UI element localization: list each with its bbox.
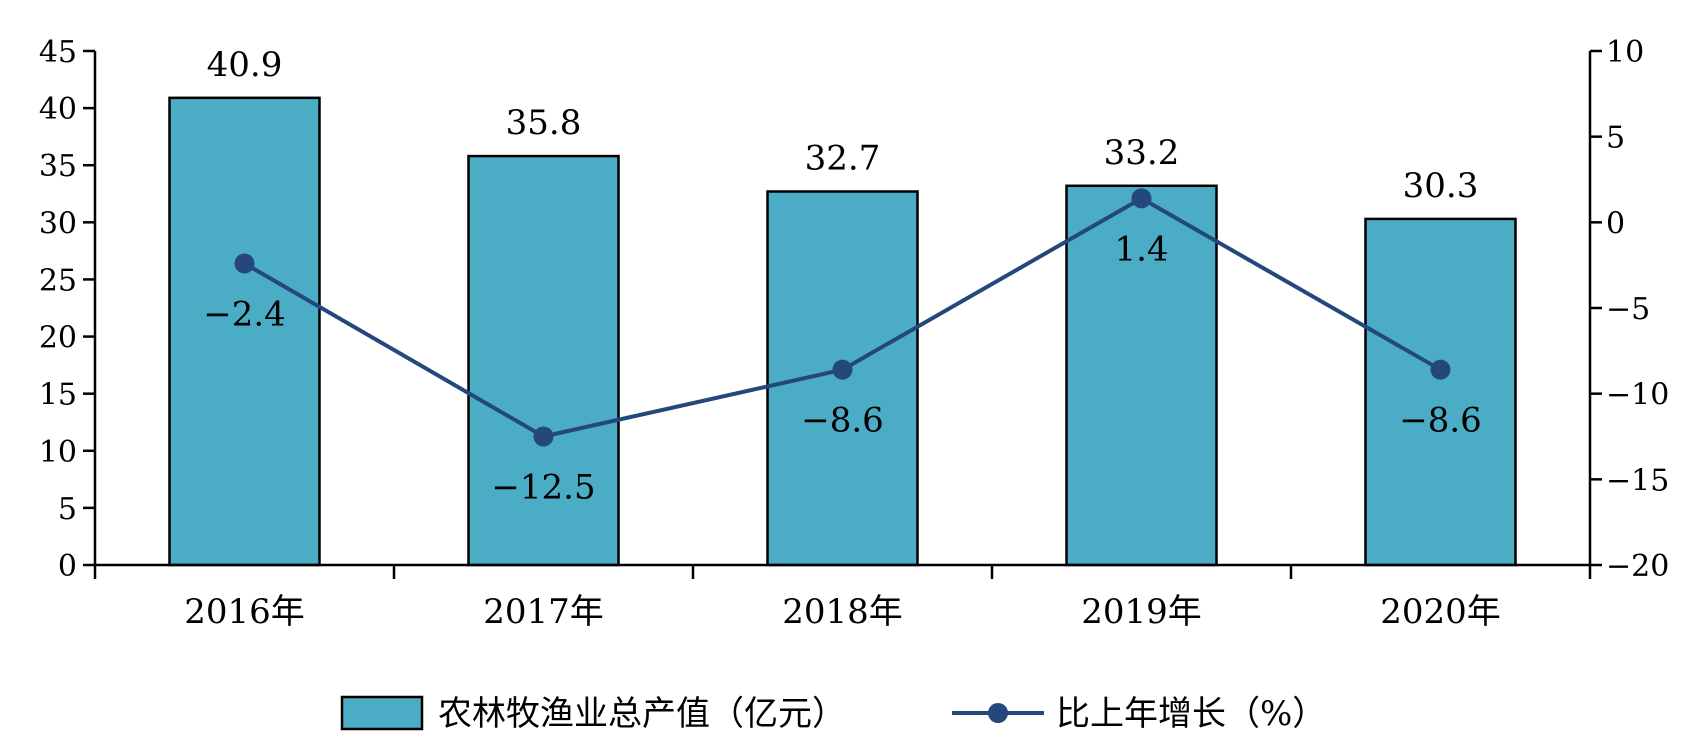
left-tick-label: 35 bbox=[39, 149, 77, 184]
legend-line-label: 比上年增长（%） bbox=[1056, 694, 1326, 734]
left-tick-label: 20 bbox=[39, 321, 77, 356]
right-tick-label: 10 bbox=[1606, 35, 1644, 70]
growth-point bbox=[533, 426, 554, 447]
x-category-label: 2019年 bbox=[1081, 592, 1202, 632]
growth-data-label: −12.5 bbox=[491, 468, 595, 508]
bar bbox=[168, 96, 321, 567]
growth-data-label: −8.6 bbox=[1399, 401, 1482, 441]
x-category-label: 2016年 bbox=[184, 592, 305, 632]
legend-bar-label: 农林牧渔业总产值（亿元） bbox=[438, 694, 846, 734]
left-tick-label: 30 bbox=[39, 206, 77, 241]
growth-data-label: 1.4 bbox=[1114, 229, 1168, 269]
bar-data-label: 33.2 bbox=[1104, 133, 1180, 173]
growth-point bbox=[1131, 188, 1152, 209]
left-tick-label: 5 bbox=[58, 492, 77, 527]
right-tick-label: −20 bbox=[1606, 549, 1669, 584]
left-y-axis: 0 5 10 15 20 25 30 35 40 45 bbox=[39, 35, 97, 584]
right-tick-label: 0 bbox=[1606, 206, 1625, 241]
right-tick-label: −10 bbox=[1606, 378, 1669, 413]
left-tick-label: 25 bbox=[39, 263, 77, 298]
bar-series: 40.9 35.8 32.7 33.2 30.3 bbox=[168, 45, 1517, 567]
growth-point bbox=[234, 253, 255, 274]
bar-data-label: 35.8 bbox=[506, 103, 582, 143]
legend-line-marker bbox=[988, 703, 1008, 723]
bar bbox=[467, 154, 620, 567]
x-category-label: 2020年 bbox=[1380, 592, 1501, 632]
left-tick-label: 10 bbox=[39, 435, 77, 470]
right-tick-label: −5 bbox=[1606, 292, 1650, 327]
growth-point bbox=[832, 359, 853, 380]
bar-data-label: 30.3 bbox=[1403, 166, 1479, 206]
right-tick-label: 5 bbox=[1606, 121, 1625, 156]
right-tick-label: −15 bbox=[1606, 463, 1669, 498]
bar bbox=[1065, 184, 1218, 567]
left-tick-label: 0 bbox=[58, 549, 77, 584]
growth-point bbox=[1430, 359, 1451, 380]
right-y-axis: −20 −15 −10 −5 0 5 10 bbox=[1588, 35, 1669, 584]
line-series: −2.4 −12.5 −8.6 1.4 −8.6 bbox=[203, 188, 1482, 508]
bar-data-label: 40.9 bbox=[207, 45, 283, 85]
x-category-label: 2017年 bbox=[483, 592, 604, 632]
bar-data-label: 32.7 bbox=[805, 138, 881, 178]
x-category-label: 2018年 bbox=[782, 592, 903, 632]
left-tick-label: 45 bbox=[39, 35, 77, 70]
growth-data-label: −8.6 bbox=[801, 401, 884, 441]
growth-data-label: −2.4 bbox=[203, 294, 286, 334]
legend: 农林牧渔业总产值（亿元） 比上年增长（%） bbox=[340, 694, 1326, 734]
legend-bar-swatch bbox=[340, 695, 424, 731]
bar bbox=[1364, 217, 1517, 567]
left-tick-label: 40 bbox=[39, 92, 77, 127]
x-axis: 2016年 2017年 2018年 2019年 2020年 bbox=[93, 563, 1592, 632]
left-tick-label: 15 bbox=[39, 378, 77, 413]
